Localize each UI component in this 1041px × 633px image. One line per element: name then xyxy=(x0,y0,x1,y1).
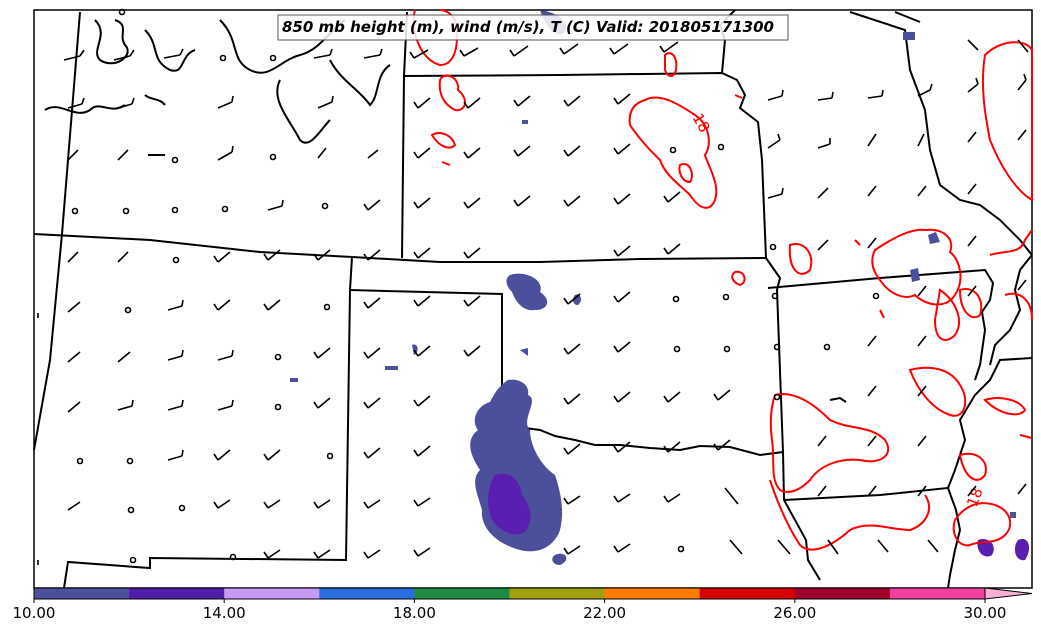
colorbar-tick-label: 22.00 xyxy=(583,604,626,622)
colorbar-outline xyxy=(33,587,986,600)
colorbar-tick-label: 18.00 xyxy=(393,604,436,622)
wind-barbs xyxy=(37,8,1029,565)
colorbar-segment xyxy=(699,588,796,599)
lake-outlines xyxy=(44,19,847,403)
colorbar-segment xyxy=(794,588,891,599)
colorbar-segment xyxy=(509,588,606,599)
colorbar-segment xyxy=(889,588,986,599)
title-box xyxy=(277,14,789,41)
colorbar-segment xyxy=(129,588,225,599)
colorbar-segment xyxy=(414,588,510,599)
colorbar-extend-triangle xyxy=(984,587,1033,600)
colorbar-segment xyxy=(604,588,701,599)
contour-label-18-south: 18 xyxy=(963,485,986,509)
colorbar-segment xyxy=(34,588,130,599)
colorbar: 10.00 14.00 18.00 22.00 26.00 30.00 xyxy=(13,587,1033,622)
colorbar-tick-label: 10.00 xyxy=(13,604,56,622)
precip-fill xyxy=(290,10,1030,565)
colorbar-tick-label: 30.00 xyxy=(964,604,1007,622)
colorbar-tick-label: 26.00 xyxy=(773,604,816,622)
colorbar-segment xyxy=(319,588,415,599)
colorbar-tick-label: 14.00 xyxy=(203,604,246,622)
map-title: 850 mb height (m), wind (m/s), T (C) Val… xyxy=(282,18,774,36)
temperature-contours xyxy=(412,9,1033,551)
colorbar-segment xyxy=(224,588,320,599)
